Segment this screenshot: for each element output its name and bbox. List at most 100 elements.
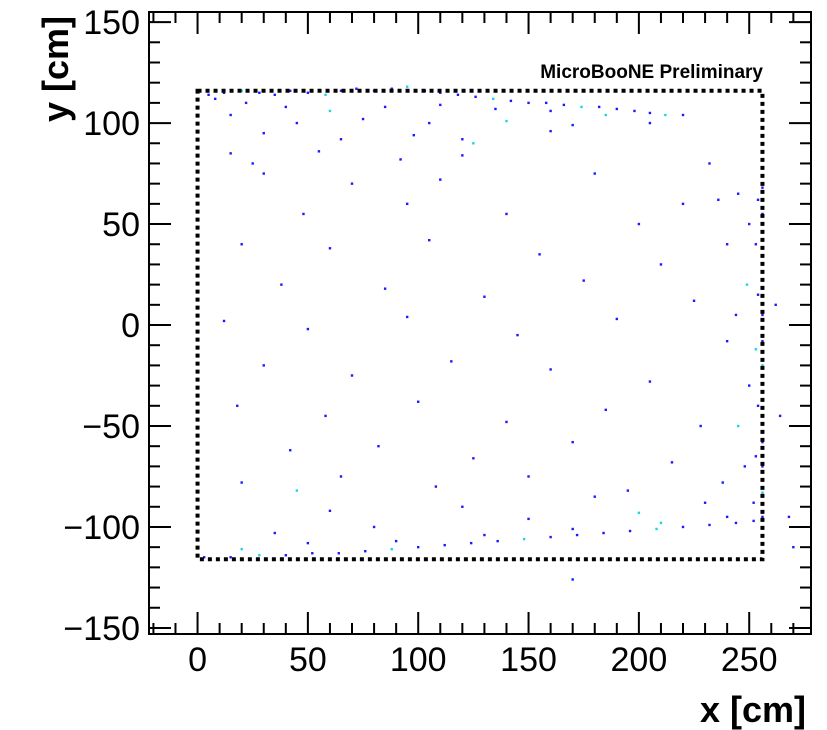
data-point (229, 152, 232, 155)
y-tick-label: 50 (102, 206, 140, 244)
data-point (240, 89, 243, 92)
data-point (350, 374, 354, 377)
data-point (417, 545, 420, 549)
data-point (527, 475, 530, 478)
data-point (236, 404, 239, 407)
data-point (774, 303, 777, 307)
data-point (571, 527, 574, 531)
active-volume-box (195, 88, 765, 562)
x-tick-label: 250 (721, 641, 778, 679)
y-tick-label: 0 (121, 307, 140, 345)
data-point (538, 253, 541, 256)
data-point (377, 444, 380, 448)
data-point (474, 95, 477, 99)
data-point (328, 247, 332, 250)
data-point (273, 93, 276, 96)
data-point (450, 360, 453, 363)
data-point (745, 283, 749, 286)
data-point (472, 142, 475, 145)
y-tick-label: −100 (63, 509, 140, 547)
data-point (240, 547, 243, 551)
data-point (207, 93, 210, 96)
data-point (615, 107, 619, 111)
data-point (306, 541, 310, 545)
x-tick-label: 100 (390, 641, 447, 679)
data-point (328, 109, 332, 113)
data-point (383, 287, 387, 290)
data-point (736, 424, 740, 428)
data-point (469, 541, 473, 545)
data-point (289, 89, 292, 92)
data-point (505, 420, 508, 424)
data-point (670, 461, 674, 464)
data-point (721, 481, 724, 484)
data-point (240, 243, 243, 246)
data-point (461, 138, 464, 141)
data-point (483, 533, 486, 537)
data-point (509, 99, 513, 103)
data-point (355, 87, 358, 90)
x-tick-label: 0 (188, 641, 207, 679)
data-point (306, 327, 310, 331)
data-point (295, 121, 299, 125)
data-point (562, 103, 566, 107)
data-point (792, 545, 795, 549)
data-point (472, 457, 475, 460)
data-point (754, 243, 758, 246)
data-point (633, 109, 636, 113)
data-point (655, 527, 658, 531)
data-point (280, 283, 283, 286)
data-point (390, 87, 393, 90)
data-point (593, 172, 596, 175)
data-point (317, 150, 321, 153)
data-point (350, 182, 354, 185)
data-point (289, 449, 292, 452)
data-point (399, 158, 402, 161)
data-point (390, 547, 393, 551)
data-point (244, 101, 248, 105)
data-point (748, 384, 751, 387)
data-point (593, 495, 596, 498)
data-point (372, 525, 376, 529)
y-tick-label: −50 (82, 408, 140, 446)
data-point (214, 97, 217, 101)
data-point (748, 222, 751, 226)
data-point (752, 519, 755, 523)
data-point (725, 515, 729, 519)
data-point (492, 97, 495, 101)
data-point (394, 539, 398, 543)
data-point (664, 113, 667, 117)
data-point (761, 465, 764, 468)
data-point (743, 465, 746, 468)
data-point (483, 295, 486, 298)
data-point (496, 539, 499, 543)
data-point (734, 521, 738, 525)
x-tick-label: 150 (500, 641, 557, 679)
data-point (637, 222, 641, 226)
data-point (405, 315, 409, 319)
data-point (761, 515, 764, 519)
y-tick-label: −150 (63, 610, 140, 648)
data-point (361, 117, 365, 121)
data-point (251, 162, 254, 165)
data-point (306, 91, 310, 94)
data-point (626, 489, 630, 492)
data-point (258, 554, 261, 557)
data-point (549, 109, 552, 113)
data-point (439, 91, 442, 94)
data-point (580, 105, 583, 109)
data-point (761, 491, 764, 494)
data-point (202, 556, 206, 559)
data-point (302, 212, 305, 216)
data-point (604, 113, 607, 117)
data-points (202, 85, 795, 581)
data-point (597, 105, 601, 109)
data-point (295, 489, 299, 492)
data-point (273, 531, 276, 535)
data-point (575, 533, 579, 537)
data-point (628, 529, 632, 533)
data-point (571, 578, 574, 581)
data-point (505, 212, 508, 216)
data-point (549, 368, 552, 371)
data-point (262, 131, 265, 135)
